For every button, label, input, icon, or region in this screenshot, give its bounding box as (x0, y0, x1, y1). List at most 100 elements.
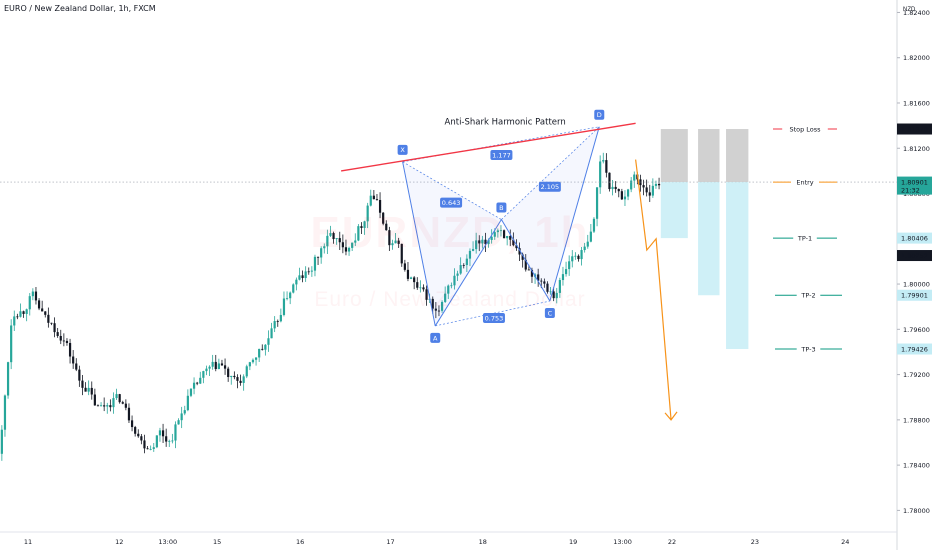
candle-up (10, 325, 13, 363)
candle-down (524, 259, 527, 270)
candle-up (468, 250, 472, 259)
candle-up (409, 277, 413, 279)
candle-down (512, 239, 515, 246)
candle-up (230, 375, 233, 378)
candle-up (363, 221, 366, 228)
candle-down (617, 189, 620, 192)
candle-down (382, 212, 385, 224)
price-tick-label: 1.79600 (903, 326, 930, 334)
candle-up (217, 363, 220, 370)
candle-down (50, 322, 53, 324)
price-axis[interactable]: 1.824001.820001.816001.812001.808001.804… (896, 0, 932, 550)
candle-up (112, 398, 115, 408)
price-tag-text-stop: 1.81370 (901, 125, 928, 133)
candle-up (475, 240, 478, 250)
candle-up (285, 298, 289, 300)
countdown-text: 21:32 (901, 187, 920, 195)
candle-up (633, 174, 636, 181)
candle-down (431, 298, 434, 309)
level-label-bg (796, 344, 821, 354)
candle-up (99, 405, 103, 407)
candle-down (375, 199, 379, 200)
price-tag-stop (897, 123, 932, 135)
candle-down (75, 363, 78, 370)
price-tick-label: 1.78000 (903, 507, 930, 515)
candle-up (586, 241, 589, 247)
candle-up (292, 284, 295, 293)
candle-down (416, 282, 419, 288)
ratio-label: 1.177 (492, 151, 511, 159)
candle-up (19, 311, 22, 317)
candle-up (493, 232, 496, 237)
candle-up (366, 205, 369, 222)
pattern-name: Anti-Shark Harmonic Pattern (445, 117, 566, 127)
candle-down (223, 365, 227, 369)
point-label-bg (544, 308, 555, 319)
candle-up (419, 287, 422, 289)
candle-down (657, 183, 661, 186)
trade-layer: Stop Loss Entry TP-1 TP-2 TP-3 (0, 124, 897, 421)
candle-up (310, 270, 313, 272)
candle-down (103, 405, 106, 407)
candle-down (462, 265, 465, 266)
level-label-tp: TP-1 (797, 235, 812, 243)
price-tick-label: 1.81200 (903, 145, 930, 153)
candle-up (202, 371, 205, 378)
symbol-title[interactable]: EURO / New Zealand Dollar, 1h, FXCM (4, 4, 156, 13)
candle-down (372, 195, 375, 200)
candle-up (561, 274, 565, 281)
time-tick-label: 22 (668, 538, 676, 546)
point-label-bg (594, 109, 605, 120)
pattern-fill-bcd (501, 126, 600, 302)
candle-up (258, 348, 261, 358)
candle-up (555, 292, 558, 299)
price-tag-tp (897, 343, 932, 355)
candle-down (397, 240, 400, 244)
candle-down (121, 402, 124, 404)
candle-down (400, 243, 403, 264)
level-label-entry: Entry (796, 178, 813, 186)
candle-up (471, 249, 475, 251)
candle-up (487, 239, 490, 245)
candle-down (214, 361, 217, 370)
candle-down (642, 185, 645, 188)
candle-down (537, 274, 540, 281)
candle-down (577, 255, 580, 260)
candle-down (413, 277, 416, 283)
candle-up (465, 258, 468, 266)
level-label-tp: TP-2 (800, 292, 815, 300)
ratio-label: 0.643 (442, 199, 461, 207)
candle-up (571, 256, 574, 262)
price-tag-text-tp: 1.79426 (901, 345, 928, 353)
ratio-label-bg (490, 150, 513, 161)
candle-up (549, 291, 552, 293)
candle-up (171, 440, 174, 442)
candle-up (490, 236, 493, 240)
point-label-b: B (499, 204, 503, 212)
candle-up (326, 235, 329, 247)
candle-down (161, 430, 165, 437)
reward-box (660, 182, 688, 239)
watermark-name: Euro / New Zealand Dollar (314, 288, 586, 311)
candle-up (31, 291, 34, 297)
candle-up (189, 388, 193, 396)
time-tick-label: 24 (841, 538, 849, 546)
candle-up (602, 160, 605, 162)
candle-down (236, 377, 239, 381)
time-axis[interactable]: 11 12 13:00 15 16 17 18 19 13:00 22 23 24 (0, 531, 897, 546)
candle-up (595, 187, 599, 219)
projection-arrowhead (664, 411, 678, 421)
candle-down (109, 405, 112, 408)
time-tick-label: 16 (296, 538, 304, 546)
candle-up (270, 328, 273, 339)
candle-down (233, 375, 236, 378)
point-label-d: D (597, 111, 602, 119)
pattern-ratio-line-XB (402, 161, 502, 220)
reward-box (698, 182, 720, 296)
candle-up (289, 292, 292, 299)
time-tick-label: 19 (569, 538, 577, 546)
candle-up (447, 285, 450, 294)
time-tick-label: 17 (386, 538, 394, 546)
